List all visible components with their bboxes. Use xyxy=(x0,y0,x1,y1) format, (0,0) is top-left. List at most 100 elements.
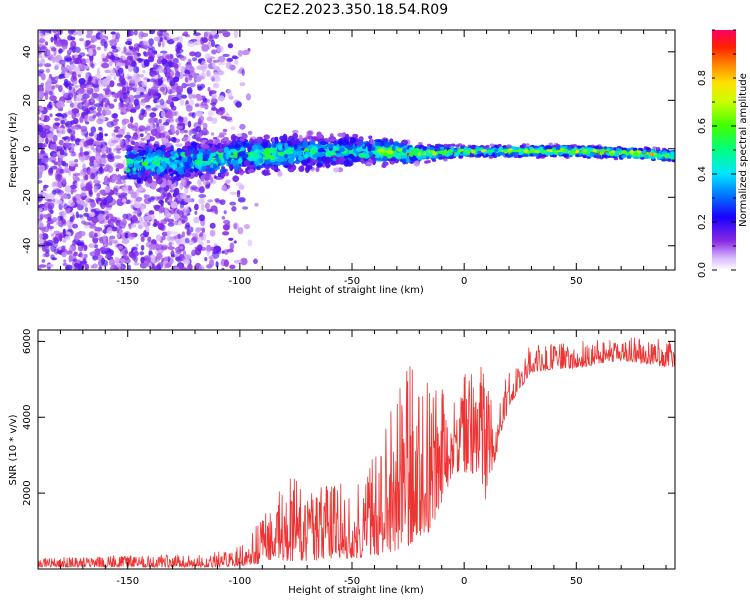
figure-title: C2E2.2023.350.18.54.R09 xyxy=(264,2,448,18)
noise-speckle xyxy=(235,101,242,108)
noise-speckle xyxy=(60,195,69,199)
noise-speckle xyxy=(93,159,97,166)
noise-speckle xyxy=(180,192,187,200)
noise-speckle xyxy=(205,53,211,60)
noise-speckle xyxy=(131,60,137,68)
noise-speckle xyxy=(170,125,176,133)
noise-speckle xyxy=(56,100,64,109)
noise-speckle xyxy=(190,185,198,191)
noise-speckle xyxy=(189,51,196,57)
noise-speckle xyxy=(221,216,226,220)
noise-speckle xyxy=(175,143,183,148)
noise-speckle xyxy=(67,92,73,100)
noise-speckle xyxy=(215,261,219,268)
noise-speckle xyxy=(90,201,96,208)
noise-speckle xyxy=(88,48,94,56)
noise-speckle xyxy=(51,159,56,164)
noise-speckle xyxy=(40,130,47,139)
noise-speckle xyxy=(50,47,57,52)
noise-speckle xyxy=(120,175,128,181)
noise-speckle xyxy=(188,129,193,136)
noise-speckle xyxy=(197,179,202,185)
signal-cell xyxy=(171,156,176,160)
signal-cell xyxy=(325,162,331,169)
noise-speckle xyxy=(187,263,193,270)
noise-speckle xyxy=(139,41,144,46)
noise-speckle xyxy=(38,69,45,73)
noise-speckle xyxy=(106,226,113,234)
noise-speckle xyxy=(157,78,163,86)
noise-speckle xyxy=(38,164,46,172)
signal-cell xyxy=(316,162,323,168)
noise-speckle xyxy=(149,30,156,35)
signal-cell xyxy=(205,173,212,181)
noise-speckle xyxy=(116,174,122,182)
noise-speckle xyxy=(124,52,132,56)
signal-cell xyxy=(136,177,142,184)
noise-speckle xyxy=(78,52,86,57)
signal-cell xyxy=(506,144,512,148)
signal-cell xyxy=(272,151,277,158)
noise-speckle xyxy=(123,252,128,260)
noise-speckle xyxy=(102,97,109,103)
noise-speckle xyxy=(38,38,46,44)
noise-speckle xyxy=(173,63,179,69)
noise-speckle xyxy=(107,165,114,174)
noise-speckle xyxy=(50,233,55,237)
noise-speckle xyxy=(67,30,74,35)
noise-speckle xyxy=(211,107,218,111)
noise-speckle xyxy=(104,133,108,137)
noise-speckle xyxy=(39,233,44,240)
noise-speckle xyxy=(225,112,230,118)
signal-cell xyxy=(548,142,553,146)
noise-speckle xyxy=(90,95,95,103)
noise-speckle xyxy=(74,159,79,163)
noise-speckle xyxy=(117,106,124,110)
noise-speckle xyxy=(106,213,114,218)
noise-speckle xyxy=(167,79,171,83)
noise-speckle xyxy=(43,201,51,208)
noise-speckle xyxy=(179,255,185,259)
noise-speckle xyxy=(83,151,90,156)
noise-speckle xyxy=(236,182,243,187)
noise-speckle xyxy=(189,99,195,107)
noise-speckle xyxy=(107,147,111,155)
noise-speckle xyxy=(138,125,146,132)
noise-speckle xyxy=(104,69,111,74)
noise-speckle xyxy=(198,115,204,122)
noise-speckle xyxy=(70,134,74,142)
noise-speckle xyxy=(56,220,62,226)
signal-cell xyxy=(150,172,157,176)
noise-speckle xyxy=(77,88,85,94)
noise-speckle xyxy=(38,238,45,244)
noise-speckle xyxy=(109,80,115,88)
noise-speckle xyxy=(130,191,137,199)
noise-speckle xyxy=(38,213,45,218)
noise-speckle xyxy=(184,187,189,194)
noise-speckle xyxy=(124,134,132,139)
noise-speckle xyxy=(54,188,62,194)
noise-speckle xyxy=(84,253,88,259)
noise-speckle xyxy=(64,39,69,47)
noise-speckle xyxy=(100,100,104,108)
noise-speckle xyxy=(204,257,208,262)
noise-speckle xyxy=(85,183,93,192)
noise-speckle xyxy=(144,44,148,51)
noise-speckle xyxy=(67,169,72,177)
noise-speckle xyxy=(123,46,127,53)
noise-speckle xyxy=(204,31,212,37)
noise-speckle xyxy=(126,75,135,82)
signal-cell xyxy=(626,148,631,152)
noise-speckle xyxy=(58,85,63,93)
signal-cell xyxy=(287,163,292,170)
noise-speckle xyxy=(41,259,46,263)
noise-speckle xyxy=(146,78,151,83)
noise-speckle xyxy=(160,193,167,198)
noise-speckle xyxy=(205,184,211,189)
noise-speckle xyxy=(184,224,191,230)
noise-speckle xyxy=(63,203,69,210)
signal-cell xyxy=(497,143,502,148)
noise-speckle xyxy=(88,101,93,106)
signal-cell xyxy=(277,171,283,177)
